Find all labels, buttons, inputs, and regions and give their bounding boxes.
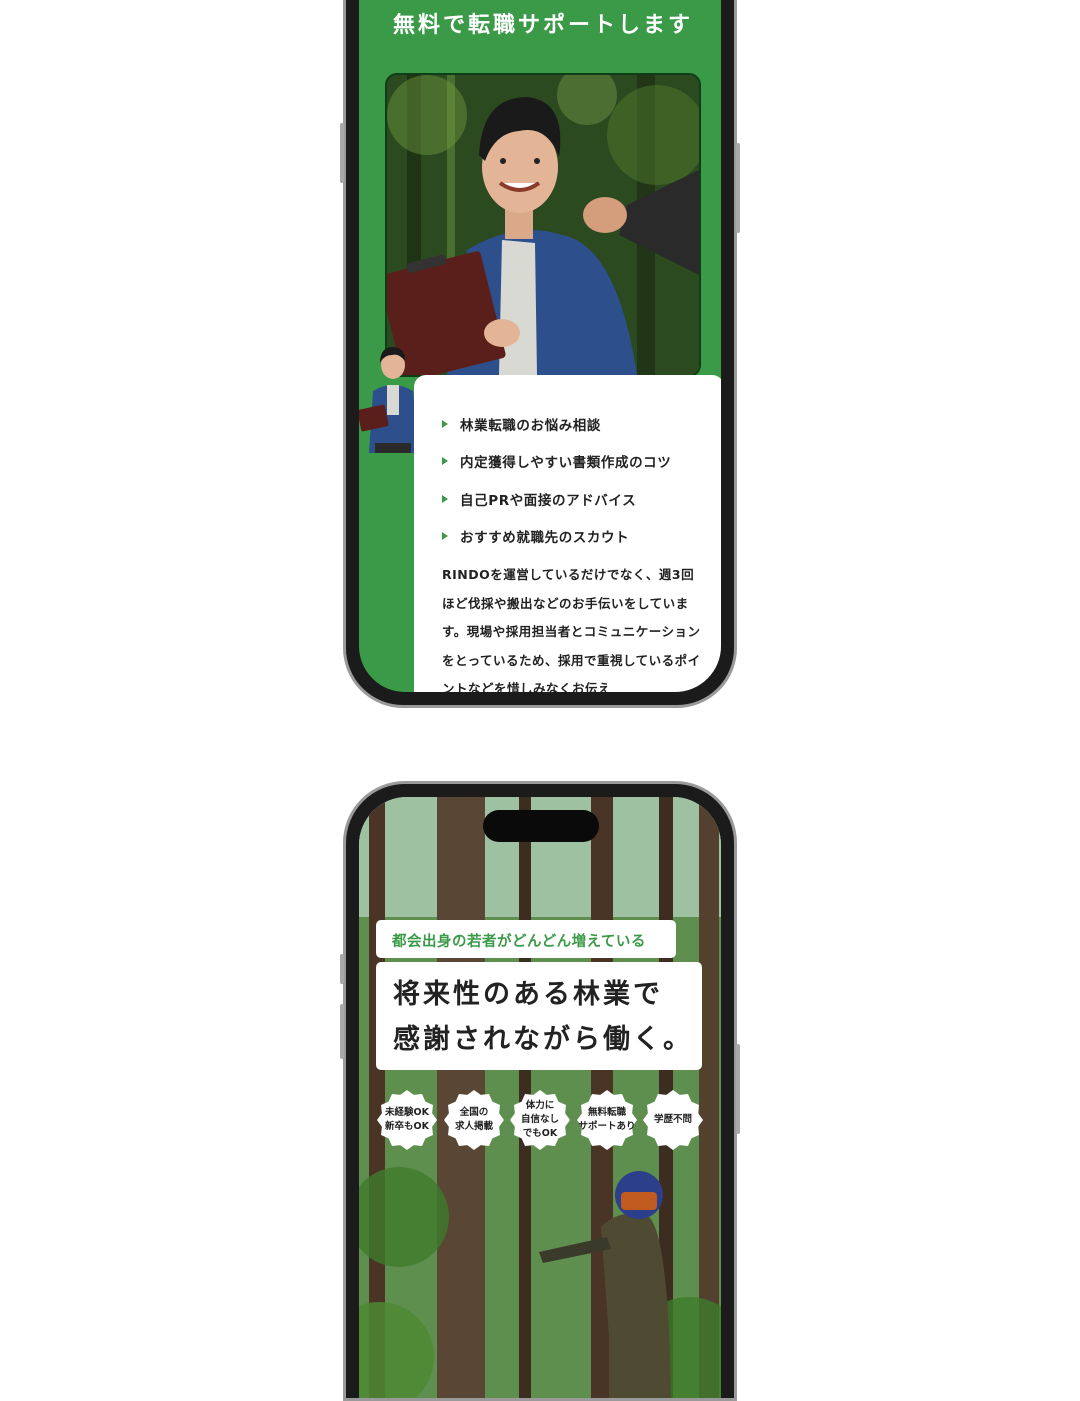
support-details-card: 林業転職のお悩み相談 内定獲得しやすい書類作成のコツ 自己PRや面接のアドバイス… xyxy=(414,375,721,692)
support-feature-item: 林業転職のお悩み相談 xyxy=(442,405,671,443)
hero-screen: 都会出身の若者がどんどん増えている 将来性のある林業で 感謝されながら働く。 未… xyxy=(359,797,721,1398)
phone-mockup-bottom: 都会出身の若者がどんどん増えている 将来性のある林業で 感謝されながら働く。 未… xyxy=(340,781,740,1401)
feature-badge: 体力に 自信なし でもOK xyxy=(509,1089,571,1151)
scalloped-badge-icon xyxy=(577,1090,637,1150)
feature-badge-label: 無料転職 サポートあり xyxy=(578,1107,636,1132)
phone-side-button xyxy=(736,143,740,233)
hero-headline-line: 感謝されながら働く。 xyxy=(393,1024,693,1055)
triangle-bullet-icon xyxy=(442,457,448,466)
phone-side-button xyxy=(736,1044,740,1134)
hero-headline: 将来性のある林業で 感謝されながら働く。 xyxy=(393,972,693,1062)
support-feature-label: 内定獲得しやすい書類作成のコツ xyxy=(460,455,672,472)
support-feature-list: 林業転職のお悩み相談 内定獲得しやすい書類作成のコツ 自己PRや面接のアドバイス… xyxy=(442,405,671,555)
support-feature-item: おすすめ就職先のスカウト xyxy=(442,518,671,556)
scalloped-badge-icon xyxy=(444,1090,504,1150)
support-screen: 無料で転職サポートします xyxy=(359,0,721,692)
hero-headline-line: 将来性のある林業で xyxy=(393,979,663,1010)
headline-box: 将来性のある林業で 感謝されながら働く。 xyxy=(376,962,702,1070)
support-feature-label: 林業転職のお悩み相談 xyxy=(460,417,601,434)
feature-badge-label: 学歴不問 xyxy=(653,1114,692,1125)
support-feature-item: 自己PRや面接のアドバイス xyxy=(442,480,671,518)
tagline-box: 都会出身の若者がどんどん増えている xyxy=(376,920,676,958)
support-title: 無料で転職サポートします xyxy=(392,13,693,38)
scalloped-badge-icon xyxy=(377,1090,437,1150)
consultant-photo-illustration xyxy=(387,75,699,375)
scalloped-badge-icon xyxy=(510,1090,570,1150)
phone-volume-button xyxy=(340,123,344,183)
feature-badge-label: 全国の 求人掲載 xyxy=(454,1107,493,1132)
feature-badge-label: 未経験OK 新卒もOK xyxy=(385,1107,429,1132)
scalloped-badge-icon xyxy=(643,1090,703,1150)
support-feature-label: おすすめ就職先のスカウト xyxy=(460,530,630,547)
feature-badge: 学歴不問 xyxy=(642,1089,704,1151)
triangle-bullet-icon xyxy=(442,494,448,503)
support-description: RINDOを運営しているだけでなく、週3回ほど伐採や搬出などのお手伝いをしていま… xyxy=(442,567,701,692)
support-feature-item: 内定獲得しやすい書類作成のコツ xyxy=(442,443,671,481)
feature-badge: 全国の 求人掲載 xyxy=(443,1089,505,1151)
triangle-bullet-icon xyxy=(442,419,448,428)
feature-badge-label: 体力に 自信なし でもOK xyxy=(520,1100,559,1139)
phone-mockup-top: 無料で転職サポートします xyxy=(340,0,740,708)
consultant-photo xyxy=(385,73,701,377)
feature-badge: 無料転職 サポートあり xyxy=(576,1089,638,1151)
feature-badge: 未経験OK 新卒もOK xyxy=(376,1089,438,1151)
phone-volume-button xyxy=(340,1004,344,1059)
triangle-bullet-icon xyxy=(442,532,448,541)
support-feature-label: 自己PRや面接のアドバイス xyxy=(460,492,637,509)
phone-volume-button xyxy=(340,954,344,984)
hero-tagline: 都会出身の若者がどんどん増えている xyxy=(392,934,646,950)
consultant-mini-illustration xyxy=(359,347,419,453)
dynamic-island xyxy=(483,810,599,842)
